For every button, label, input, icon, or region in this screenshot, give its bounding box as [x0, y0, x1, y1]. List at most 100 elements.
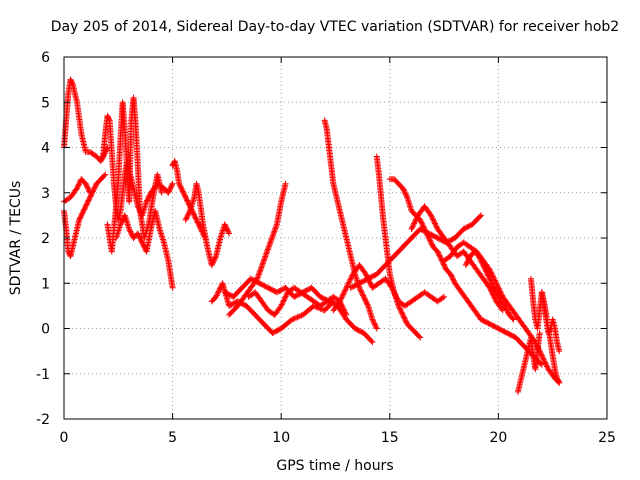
data-point — [416, 333, 423, 340]
data-point — [194, 218, 201, 225]
data-point — [267, 238, 274, 245]
data-point — [439, 294, 446, 301]
data-point — [223, 225, 230, 232]
data-point — [491, 285, 498, 292]
data-point — [136, 234, 143, 241]
data-point — [397, 306, 404, 313]
data-point — [128, 229, 135, 236]
data-point — [91, 184, 98, 191]
data-point — [372, 322, 379, 329]
data-point — [282, 293, 289, 300]
tick-layer: 0 5 10 15 20 25 -2 -1 0 1 2 3 4 5 6 — [36, 50, 616, 446]
data-point — [420, 224, 427, 231]
data-point — [542, 360, 549, 367]
data-point — [399, 311, 406, 318]
data-point — [346, 277, 353, 284]
data-point — [75, 181, 82, 188]
data-point — [417, 334, 424, 341]
series-arc-10 — [226, 180, 289, 318]
data-point — [430, 217, 437, 224]
data-point — [449, 275, 456, 282]
data-point — [215, 288, 222, 295]
data-point — [224, 226, 231, 233]
data-point — [498, 291, 505, 298]
data-point — [106, 116, 113, 123]
data-point — [477, 255, 484, 262]
data-point — [267, 239, 274, 246]
data-point — [345, 280, 352, 287]
data-point — [264, 246, 271, 253]
data-point — [417, 218, 424, 225]
data-point — [265, 245, 272, 252]
data-point — [556, 348, 563, 355]
data-point — [182, 194, 189, 201]
data-point — [340, 291, 347, 298]
data-point — [370, 317, 377, 324]
data-point — [77, 214, 84, 221]
data-point — [80, 207, 87, 214]
data-point — [481, 264, 488, 271]
data-point — [358, 288, 365, 295]
data-point — [139, 239, 146, 246]
series-arc-16 — [347, 212, 485, 291]
data-point — [400, 313, 407, 320]
data-point — [266, 240, 273, 247]
data-point — [490, 282, 497, 289]
data-point — [498, 306, 505, 313]
data-point — [410, 221, 417, 228]
data-point — [75, 182, 82, 189]
data-point — [478, 259, 485, 266]
data-point — [278, 301, 285, 308]
data-point — [98, 156, 105, 163]
data-point — [184, 197, 191, 204]
data-point — [293, 314, 300, 321]
data-point — [402, 191, 409, 198]
data-point — [263, 250, 270, 257]
data-point — [185, 211, 192, 218]
data-point — [347, 275, 354, 282]
data-point — [433, 223, 440, 230]
data-point — [480, 263, 487, 270]
data-point — [85, 197, 92, 204]
data-point — [425, 233, 432, 240]
data-point — [265, 243, 272, 250]
data-point — [344, 282, 351, 289]
data-point — [216, 287, 223, 294]
data-point — [399, 185, 406, 192]
data-point — [423, 229, 430, 236]
data-point — [143, 198, 150, 205]
data-point — [499, 307, 506, 314]
data-point — [367, 280, 374, 287]
data-point — [178, 185, 185, 192]
data-point — [465, 255, 472, 262]
data-point — [260, 259, 267, 266]
data-point — [484, 271, 491, 278]
data-point — [340, 305, 347, 312]
data-point — [494, 291, 501, 298]
data-point — [422, 228, 429, 235]
y-tick-label: 5 — [41, 95, 50, 111]
data-point — [86, 188, 93, 195]
data-point — [359, 291, 366, 298]
data-point — [182, 216, 189, 223]
data-point — [401, 189, 408, 196]
data-point — [118, 218, 125, 225]
data-point — [280, 298, 287, 305]
data-point — [428, 241, 435, 248]
data-point — [336, 298, 343, 305]
data-point — [182, 193, 189, 200]
data-point — [348, 273, 355, 280]
data-point — [357, 287, 364, 294]
data-point — [268, 236, 275, 243]
data-point — [266, 242, 273, 249]
x-axis-label: GPS time / hours — [276, 458, 393, 474]
data-point — [279, 300, 286, 307]
data-point — [487, 276, 494, 283]
data-point — [485, 272, 492, 279]
data-point — [97, 158, 104, 165]
data-point — [357, 286, 364, 293]
data-point — [179, 188, 186, 195]
series-arc-15 — [373, 153, 424, 341]
series-arc-23 — [538, 289, 563, 386]
data-point — [216, 285, 223, 292]
